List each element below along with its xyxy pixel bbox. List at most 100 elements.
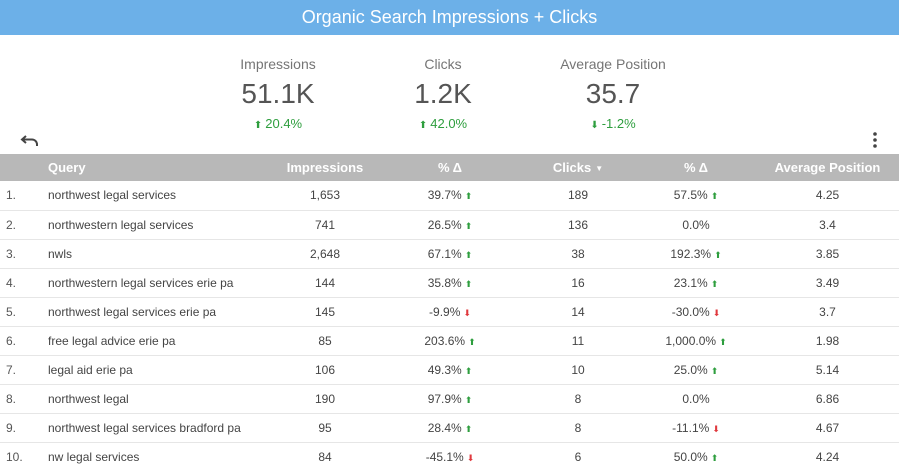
kpi-delta: ⬇ -1.2% bbox=[538, 115, 688, 133]
clicks-delta-value: 1,000.0% bbox=[665, 333, 717, 348]
report-title: Organic Search Impressions + Clicks bbox=[0, 0, 899, 35]
impressions-delta-cell: 97.9% ⬆ bbox=[380, 384, 520, 413]
arrow-down-icon: ⬇ bbox=[463, 307, 471, 318]
average-position-cell: 5.14 bbox=[815, 362, 840, 377]
header-clicks-delta[interactable]: % Δ bbox=[683, 160, 709, 175]
query-cell: northwest legal services erie pa bbox=[48, 304, 217, 319]
arrow-down-icon: ⬇ bbox=[712, 307, 721, 318]
clicks-cell: 14 bbox=[571, 304, 585, 319]
impressions-cell: 85 bbox=[318, 333, 332, 348]
clicks-delta-value: 25.0% bbox=[673, 362, 708, 377]
average-position-cell: 3.4 bbox=[819, 217, 836, 232]
header-clicks-label: Clicks bbox=[552, 160, 592, 175]
arrow-up-icon: ⬆ bbox=[719, 336, 727, 347]
average-position-cell: 4.25 bbox=[815, 188, 840, 203]
table-row[interactable]: 7. legal aid erie pa 106 49.3% ⬆ 10 25.0% ⬆ 5.14 bbox=[0, 355, 899, 384]
clicks-delta-cell: -11.1% ⬇ bbox=[636, 413, 756, 442]
impressions-cell: 2,648 bbox=[309, 246, 341, 261]
clicks-delta-cell: -30.0% ⬇ bbox=[636, 297, 756, 326]
row-index: 7. bbox=[6, 362, 17, 377]
row-index: 2. bbox=[6, 217, 17, 232]
impressions-delta-cell: 26.5% ⬆ bbox=[380, 210, 520, 239]
impressions-delta-value: -45.1% bbox=[425, 449, 464, 464]
impressions-delta-cell: 203.6% ⬆ bbox=[380, 326, 520, 355]
row-index: 3. bbox=[6, 246, 17, 261]
arrow-up-icon: ⬆ bbox=[714, 249, 722, 260]
kpi-label: Impressions bbox=[240, 56, 316, 72]
impressions-delta-value: -9.9% bbox=[429, 304, 461, 319]
impressions-cell: 145 bbox=[314, 304, 336, 319]
query-cell: legal aid erie pa bbox=[48, 362, 133, 377]
arrow-down-icon: ⬇ bbox=[466, 452, 475, 463]
arrow-up-icon: ⬆ bbox=[710, 278, 719, 289]
clicks-delta-value: 0.0% bbox=[682, 391, 710, 406]
kpi-label: Average Position bbox=[560, 56, 666, 72]
table-header-row: Query Impressions % Δ Clicks ▼ % Δ Averag… bbox=[0, 154, 899, 181]
average-position-cell: 4.67 bbox=[815, 420, 840, 435]
query-cell: northwest legal services bradford pa bbox=[48, 420, 241, 435]
query-cell: free legal advice erie pa bbox=[48, 333, 176, 348]
query-cell: northwestern legal services erie pa bbox=[48, 275, 234, 290]
clicks-delta-value: -30.0% bbox=[671, 304, 710, 319]
clicks-delta-cell: 0.0% bbox=[636, 384, 756, 413]
clicks-delta-value: 50.0% bbox=[673, 449, 708, 464]
clicks-cell: 11 bbox=[571, 333, 585, 348]
row-index: 10. bbox=[6, 449, 23, 464]
header-clicks[interactable]: Clicks ▼ bbox=[520, 154, 636, 181]
impressions-delta-value: 67.1% bbox=[427, 246, 462, 261]
table-row[interactable]: 1. northwest legal services 1,653 39.7% ⬆ 189… bbox=[0, 181, 899, 210]
row-index: 4. bbox=[6, 275, 17, 290]
undo-icon[interactable] bbox=[20, 131, 40, 149]
impressions-cell: 95 bbox=[318, 420, 332, 435]
table-row[interactable]: 2. northwestern legal services 741 26.5% ⬆ 13… bbox=[0, 210, 899, 239]
clicks-delta-value: 192.3% bbox=[670, 246, 712, 261]
arrow-up-icon: ⬆ bbox=[418, 120, 428, 131]
kpi-delta: ⬆ 42.0% bbox=[368, 115, 518, 133]
more-vert-icon[interactable] bbox=[868, 131, 882, 149]
header-query[interactable]: Query bbox=[48, 160, 86, 175]
average-position-cell: 3.7 bbox=[819, 304, 836, 319]
header-index bbox=[0, 154, 38, 181]
arrow-up-icon: ⬆ bbox=[464, 394, 473, 405]
table-row[interactable]: 5. northwest legal services erie pa 145 -9.… bbox=[0, 297, 899, 326]
kpi-delta-value: 42.0% bbox=[430, 116, 468, 131]
kpi-clicks: Clicks 1.2K ⬆ 42.0% bbox=[368, 54, 518, 133]
query-cell: nw legal services bbox=[48, 449, 140, 464]
kpi-value: 35.7 bbox=[585, 78, 641, 109]
row-index: 8. bbox=[6, 391, 17, 406]
clicks-cell: 136 bbox=[567, 217, 589, 232]
clicks-cell: 8 bbox=[574, 391, 582, 406]
row-index: 6. bbox=[6, 333, 17, 348]
table-row[interactable]: 8. northwest legal 190 97.9% ⬆ 8 0.0% 6.86 bbox=[0, 384, 899, 413]
clicks-cell: 10 bbox=[571, 362, 585, 377]
header-impressions[interactable]: Impressions bbox=[286, 160, 364, 175]
arrow-up-icon: ⬆ bbox=[710, 452, 719, 463]
impressions-cell: 106 bbox=[314, 362, 336, 377]
impressions-delta-cell: 67.1% ⬆ bbox=[380, 239, 520, 268]
query-cell: northwest legal bbox=[48, 391, 129, 406]
arrow-up-icon: ⬆ bbox=[464, 365, 473, 376]
table-row[interactable]: 4. northwestern legal services erie pa 144… bbox=[0, 268, 899, 297]
impressions-delta-cell: -9.9% ⬇ bbox=[380, 297, 520, 326]
clicks-cell: 189 bbox=[567, 188, 589, 203]
table-row[interactable]: 10. nw legal services 84 -45.1% ⬇ 6 50.0% ⬆ 4.24 bbox=[0, 442, 899, 469]
kpi-delta-value: 20.4% bbox=[265, 116, 303, 131]
impressions-delta-value: 39.7% bbox=[427, 188, 462, 203]
clicks-delta-cell: 57.5% ⬆ bbox=[636, 181, 756, 210]
sort-desc-icon: ▼ bbox=[595, 164, 604, 174]
table-row[interactable]: 3. nwls 2,648 67.1% ⬆ 38 192.3% ⬆ 3.85 bbox=[0, 239, 899, 268]
kpi-delta-value: -1.2% bbox=[601, 116, 636, 131]
table-row[interactable]: 9. northwest legal services bradford pa 95… bbox=[0, 413, 899, 442]
header-average-position[interactable]: Average Position bbox=[774, 160, 881, 175]
clicks-delta-cell: 192.3% ⬆ bbox=[636, 239, 756, 268]
impressions-delta-value: 35.8% bbox=[427, 275, 462, 290]
table-row[interactable]: 6. free legal advice erie pa 85 203.6% ⬆ 11 1,… bbox=[0, 326, 899, 355]
arrow-down-icon: ⬇ bbox=[590, 120, 599, 131]
average-position-cell: 3.49 bbox=[815, 275, 840, 290]
header-impressions-delta[interactable]: % Δ bbox=[437, 160, 463, 175]
average-position-cell: 4.24 bbox=[815, 449, 840, 464]
impressions-delta-cell: 28.4% ⬆ bbox=[380, 413, 520, 442]
impressions-delta-value: 28.4% bbox=[427, 420, 462, 435]
arrow-up-icon: ⬆ bbox=[710, 191, 719, 202]
impressions-cell: 1,653 bbox=[309, 188, 341, 203]
